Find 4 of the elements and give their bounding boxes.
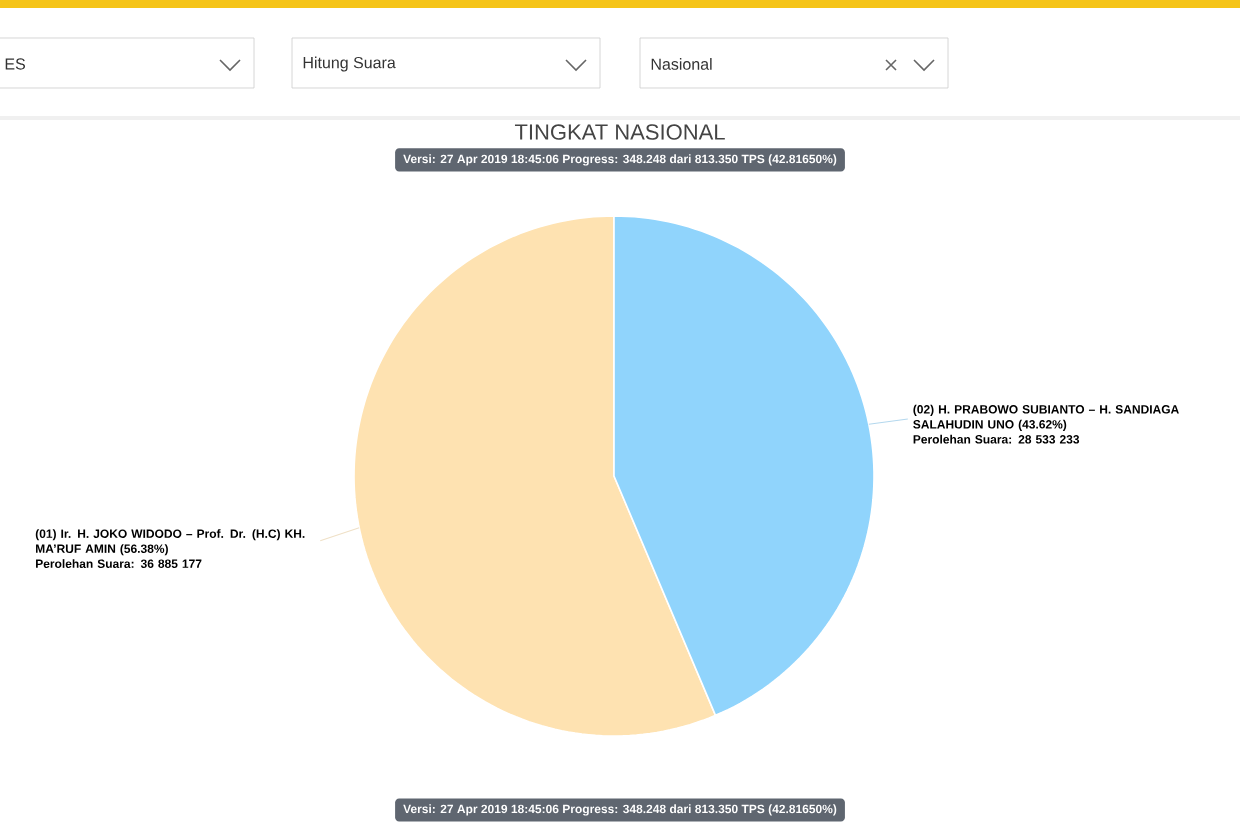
chart-title: TINGKAT NASIONAL	[514, 124, 725, 140]
text: Hitung Suara	[303, 56, 396, 72]
text: Nasional	[651, 58, 712, 70]
text: ES	[5, 58, 26, 70]
